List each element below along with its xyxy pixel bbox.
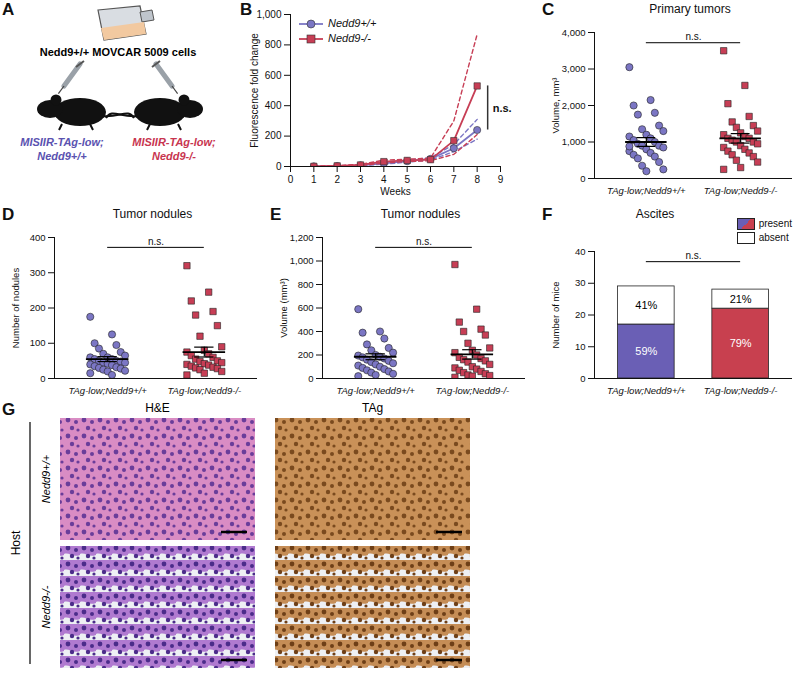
svg-text:600: 600 [298,302,314,313]
svg-text:40: 40 [575,246,586,257]
svg-text:5: 5 [404,174,410,185]
html-text:absent: absent [758,232,789,243]
svg-text:MISIIR-TAg-low;: MISIIR-TAg-low; [132,136,216,148]
svg-text:6: 6 [428,174,434,185]
svg-text:9: 9 [498,174,504,185]
html-text:Nedd9-/-: Nedd9-/- [328,32,371,44]
svg-text:3: 3 [358,174,364,185]
svg-text:n.s.: n.s. [148,236,164,247]
svg-text:Nedd9-/-: Nedd9-/- [40,585,52,628]
svg-text:600: 600 [265,70,282,81]
svg-text:Nedd9-/-: Nedd9-/- [152,150,196,162]
svg-text:20: 20 [575,309,586,320]
svg-text:TAg-low;Nedd9+/+: TAg-low;Nedd9+/+ [68,385,147,396]
svg-text:n.s.: n.s. [493,102,512,114]
svg-text:400: 400 [30,232,46,243]
svg-text:800: 800 [265,39,282,50]
html-text:B: B [240,0,253,19]
svg-text:59%: 59% [635,345,657,357]
svg-text:TAg-low;Nedd9-/-: TAg-low;Nedd9-/- [704,185,778,196]
svg-text:1: 1 [311,174,317,185]
svg-text:TAg-low;Nedd9+/+: TAg-low;Nedd9+/+ [607,185,686,196]
svg-text:79%: 79% [730,337,752,349]
svg-text:4,000: 4,000 [562,27,586,38]
html-text:Ascites: Ascites [635,207,675,221]
svg-text:TAg: TAg [362,401,383,415]
svg-text:n.s.: n.s. [685,250,701,261]
html-text:A: A [2,0,15,19]
svg-text:H&E: H&E [145,401,170,415]
svg-text:100: 100 [30,337,46,348]
svg-text:400: 400 [298,326,314,337]
svg-text:Volume, mm³: Volume, mm³ [550,78,561,134]
html-text:G: G [2,400,16,419]
svg-text:0: 0 [276,161,282,172]
svg-text:41%: 41% [635,299,657,311]
html-text:present: present [758,218,792,229]
svg-text:200: 200 [265,130,282,141]
html-text:Primary tumors: Primary tumors [649,2,731,16]
html-text:D: D [2,205,15,224]
svg-text:3,000: 3,000 [562,63,586,74]
svg-text:TAg-low;Nedd9-/-: TAg-low;Nedd9-/- [435,385,509,396]
html-text:Tumor nodules: Tumor nodules [380,207,461,221]
svg-text:Number of nodules: Number of nodules [10,268,21,349]
svg-text:Nedd9+/+: Nedd9+/+ [37,150,87,162]
svg-text:1,200: 1,200 [290,232,314,243]
svg-text:1,000: 1,000 [562,136,586,147]
svg-text:TAg-low;Nedd9-/-: TAg-low;Nedd9-/- [167,385,241,396]
svg-text:30: 30 [575,277,586,288]
svg-text:Volume (mm³): Volume (mm³) [278,278,289,338]
svg-text:2: 2 [334,174,340,185]
html-text:C: C [542,0,555,19]
svg-text:4: 4 [381,174,387,185]
svg-text:Nedd9+/+: Nedd9+/+ [40,454,52,503]
svg-text:Weeks: Weeks [380,186,410,197]
svg-text:7: 7 [451,174,457,185]
svg-text:2,000: 2,000 [562,100,586,111]
svg-text:n.s.: n.s. [416,236,432,247]
svg-text:TAg-low;Nedd9+/+: TAg-low;Nedd9+/+ [336,385,415,396]
svg-text:Nedd9+/+ MOVCAR 5009 cells: Nedd9+/+ MOVCAR 5009 cells [40,46,197,58]
svg-text:21%: 21% [730,293,752,305]
svg-text:0: 0 [580,373,585,384]
svg-text:0: 0 [288,174,294,185]
svg-text:1,000: 1,000 [290,255,314,266]
svg-text:Number of mice: Number of mice [550,281,561,348]
svg-text:0: 0 [580,173,585,184]
svg-text:n.s.: n.s. [685,31,701,42]
svg-text:TAg-low;Nedd9-/-: TAg-low;Nedd9-/- [704,385,778,396]
svg-text:MISIIR-TAg-low;: MISIIR-TAg-low; [20,136,104,148]
svg-text:0: 0 [40,373,45,384]
svg-text:300: 300 [30,267,46,278]
svg-text:200: 200 [298,349,314,360]
svg-text:0: 0 [308,373,313,384]
svg-text:TAg-low;Nedd9+/+: TAg-low;Nedd9+/+ [607,385,686,396]
svg-text:10: 10 [575,341,586,352]
svg-text:8: 8 [474,174,480,185]
html-text:Nedd9+/+: Nedd9+/+ [328,17,377,29]
svg-text:1,000: 1,000 [256,9,281,20]
html-text:E: E [270,205,282,224]
svg-text:200: 200 [30,302,46,313]
svg-text:400: 400 [265,100,282,111]
svg-text:800: 800 [298,279,314,290]
svg-text:Fluorescence fold change: Fluorescence fold change [249,33,260,148]
svg-text:Host: Host [9,530,23,555]
html-text:F: F [542,205,553,224]
html-text:Tumor nodules: Tumor nodules [112,207,193,221]
